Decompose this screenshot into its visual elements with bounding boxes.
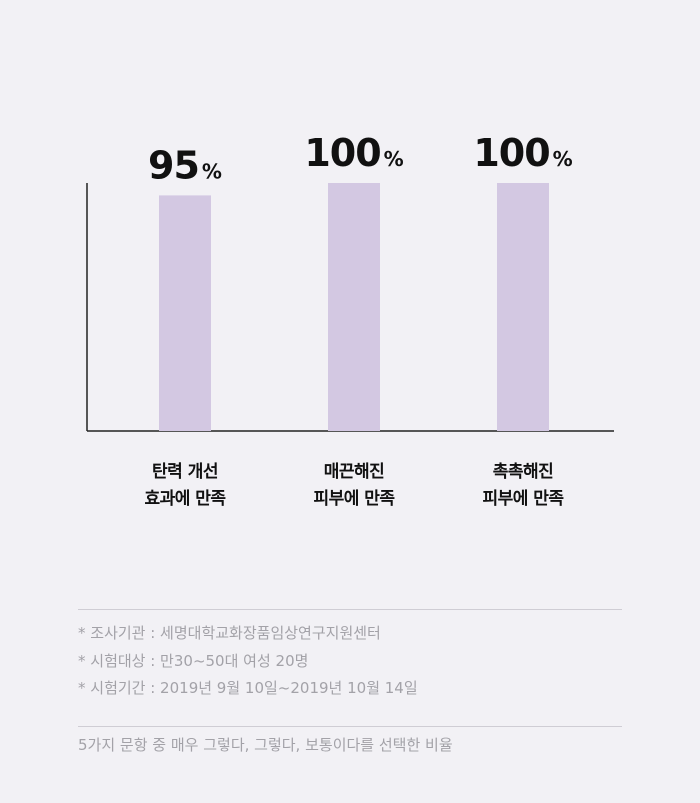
bar — [159, 195, 211, 431]
note-institution: * 조사기관 : 세명대학교화장품임상연구지원센터 — [78, 624, 381, 642]
note-subjects: * 시험대상 : 만30~50대 여성 20명 — [78, 651, 309, 670]
value-label: 95% — [148, 143, 222, 187]
category-label-line: 매끈해진 — [323, 462, 385, 482]
bar — [328, 183, 380, 431]
category-label-line: 피부에 만족 — [313, 489, 395, 509]
bar — [497, 183, 549, 431]
top-divider — [78, 609, 622, 610]
footnote: 5가지 문항 중 매우 그렇다, 그렇다, 보통이다를 선택한 비율 — [78, 736, 453, 754]
category-label-line: 효과에 만족 — [144, 489, 226, 509]
bottom-divider — [78, 726, 622, 727]
note-period: * 시험기간 : 2019년 9월 10일~2019년 10월 14일 — [78, 679, 418, 697]
category-label-line: 피부에 만족 — [482, 489, 564, 509]
bar-chart: 95% 100% 100% — [86, 131, 614, 432]
value-label: 100% — [473, 131, 572, 175]
value-label: 100% — [304, 131, 403, 175]
category-label-line: 촉촉해진 — [492, 462, 554, 482]
category-label-line: 탄력 개선 — [152, 462, 218, 482]
survey-notes: * 조사기관 : 세명대학교화장품임상연구지원센터 * 시험대상 : 만30~5… — [78, 620, 418, 703]
